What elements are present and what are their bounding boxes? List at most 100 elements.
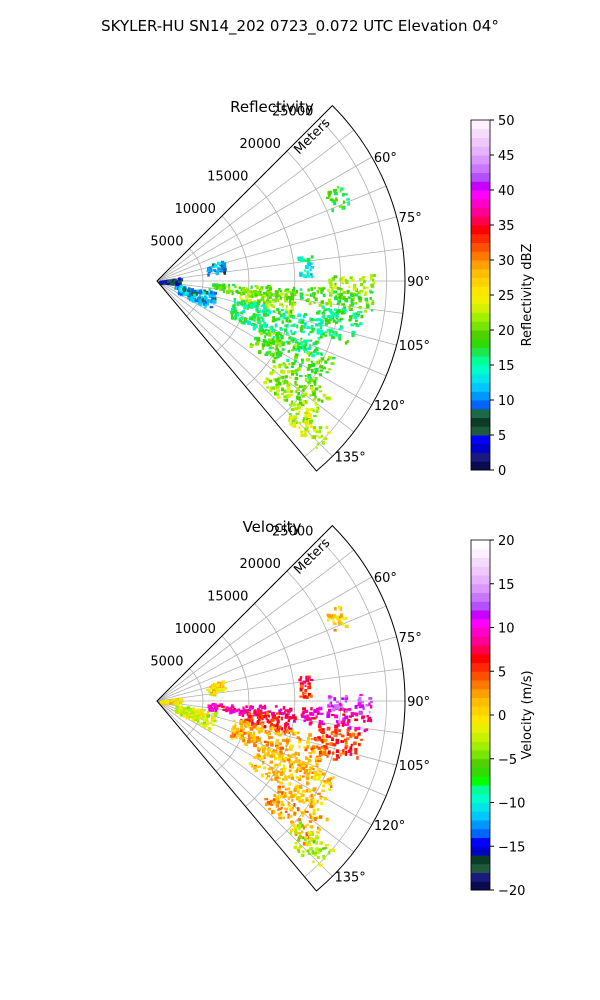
colorbar-segment (471, 697, 490, 707)
echo-gate (277, 350, 281, 355)
echo-gate (311, 329, 315, 333)
echo-region (297, 255, 314, 279)
echo-gate (308, 413, 312, 418)
echo-gate (278, 725, 282, 729)
echo-gate (317, 746, 321, 750)
echo-gate (263, 704, 266, 708)
echo-gate (299, 374, 303, 377)
echo-gate (288, 738, 291, 742)
echo-gate (265, 286, 269, 290)
echo-gate (294, 770, 298, 773)
echo-gate (305, 841, 308, 845)
radial-tick-label: 25000 (272, 105, 313, 120)
echo-gate (283, 314, 286, 319)
echo-gate (283, 398, 287, 402)
echo-gate (278, 776, 282, 780)
echo-gate (274, 750, 277, 754)
echo-gate (274, 725, 278, 729)
echo-gate (344, 297, 348, 302)
echo-gate (302, 826, 305, 830)
echo-gate (321, 728, 325, 732)
echo-gate (335, 333, 338, 337)
echo-gate (180, 713, 183, 717)
echo-gate (192, 713, 195, 717)
echo-region (326, 605, 349, 632)
echo-gate (305, 677, 310, 682)
azimuth-tick-label: 60° (374, 571, 397, 586)
echo-gate (261, 295, 265, 300)
echo-gate (312, 409, 315, 413)
echo-gate (269, 372, 273, 376)
echo-gate (303, 801, 306, 804)
echo-gate (300, 318, 305, 322)
echo-gate (352, 741, 357, 746)
colorbar-segment (471, 758, 490, 768)
echo-gate (287, 813, 290, 816)
echo-gate (305, 695, 309, 699)
echo-region (327, 274, 376, 295)
echo-gate (332, 776, 335, 779)
echo-gate (308, 408, 312, 412)
echo-gate (267, 710, 272, 713)
echo-gate (365, 300, 369, 305)
echo-gate (327, 735, 332, 739)
echo-gate (195, 709, 198, 712)
echo-gate (285, 316, 289, 319)
echo-gate (259, 325, 263, 329)
echo-gate (332, 312, 336, 317)
echo-gate (284, 724, 287, 728)
echo-gate (228, 290, 231, 294)
echo-gate (311, 771, 315, 774)
colorbar-tick-label: 15 (498, 578, 515, 593)
echo-gate (220, 689, 225, 692)
echo-gate (344, 694, 348, 698)
echo-gate (314, 395, 317, 399)
echo-gate (176, 282, 179, 287)
azimuth-tick-label: 105° (399, 339, 430, 354)
echo-gate (293, 425, 297, 428)
echo-gate (256, 339, 260, 342)
echo-gate (327, 788, 332, 791)
echo-gate (204, 712, 207, 716)
echo-gate (342, 713, 346, 716)
echo-gate (268, 344, 273, 347)
echo-gate (356, 756, 359, 760)
echo-gate (273, 793, 276, 798)
echo-gate (301, 823, 304, 828)
colorbar-tick-label: 35 (498, 219, 515, 234)
echo-gate (298, 818, 302, 822)
echo-gate (215, 707, 219, 710)
echo-gate (316, 778, 321, 781)
echo-gate (328, 294, 333, 297)
echo-gate (306, 762, 309, 765)
echo-gate (308, 353, 311, 357)
echo-gate (330, 311, 334, 315)
echo-gate (293, 290, 297, 295)
echo-gate (328, 190, 333, 194)
echo-gate (241, 310, 246, 314)
echo-gate (286, 737, 289, 741)
colorbar-segment (471, 820, 490, 830)
echo-gate (237, 708, 241, 712)
echo-gate (328, 278, 331, 282)
echo-gate (310, 275, 314, 279)
echo-gate (360, 704, 364, 708)
echo-gate (275, 380, 279, 384)
echo-gate (293, 331, 297, 334)
echo-gate (365, 728, 369, 731)
echo-gate (320, 323, 323, 327)
echo-gate (319, 325, 323, 330)
echo-gate (272, 332, 276, 335)
echo-gate (315, 715, 318, 718)
echo-gate (275, 739, 279, 743)
echo-gate (369, 704, 373, 709)
echo-gate (212, 692, 217, 697)
colorbar-segment (471, 750, 490, 760)
echo-gate (341, 752, 345, 755)
colorbar-segment (471, 732, 490, 742)
echo-gate (245, 290, 249, 294)
echo-gate (298, 799, 302, 803)
echo-gate (234, 731, 239, 734)
echo-gate (309, 394, 313, 397)
echo-gate (256, 313, 261, 317)
